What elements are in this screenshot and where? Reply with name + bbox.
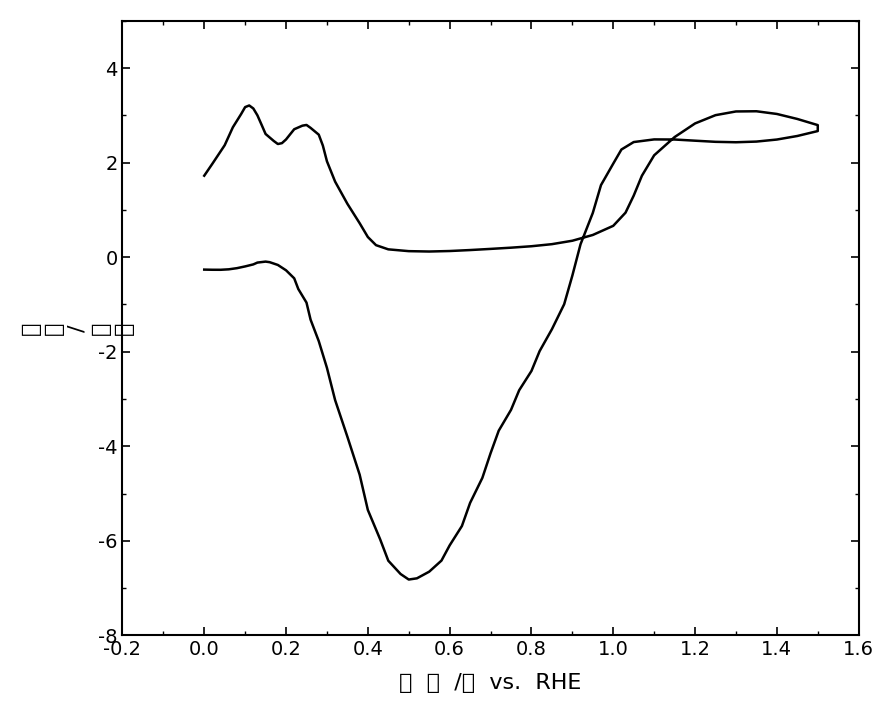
Y-axis label: 电
流
/
毫
安: 电 流 / 毫 安: [21, 321, 133, 335]
X-axis label: 电  位  /伏  vs.  RHE: 电 位 /伏 vs. RHE: [399, 673, 581, 693]
